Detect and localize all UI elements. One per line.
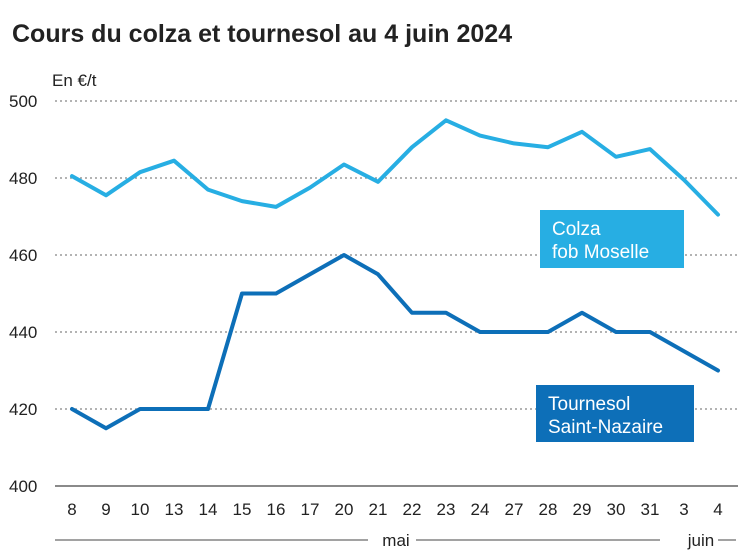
- month-label-juin: juin: [687, 531, 714, 550]
- x-tick-label: 3: [679, 500, 688, 519]
- x-tick-label: 16: [267, 500, 286, 519]
- x-tick-label: 8: [67, 500, 76, 519]
- chart-title: Cours du colza et tournesol au 4 juin 20…: [12, 20, 512, 48]
- x-tick-label: 21: [369, 500, 388, 519]
- series-label-text-colza: fob Moselle: [552, 242, 649, 263]
- x-tick-label: 20: [335, 500, 354, 519]
- y-tick-label-480: 480: [9, 169, 37, 188]
- month-label-mai: mai: [382, 531, 409, 550]
- x-tick-label: 4: [713, 500, 722, 519]
- series-label-text-colza: Colza: [552, 219, 601, 240]
- series-label-box-colza: [540, 210, 684, 268]
- y-tick-label-400: 400: [9, 477, 37, 496]
- x-tick-label: 23: [437, 500, 456, 519]
- y-tick-label-440: 440: [9, 323, 37, 342]
- x-tick-label: 13: [165, 500, 184, 519]
- series-group: [70, 118, 720, 431]
- series-label-box-tournesol: [536, 385, 694, 442]
- x-tick-label: 14: [199, 500, 218, 519]
- y-tick-label-420: 420: [9, 400, 37, 419]
- unit-label: En €/t: [52, 71, 97, 90]
- series-line-colza: [70, 118, 720, 217]
- x-axis: 8 9 10 13 14 15 16 17 20 21 22 23 24 27 28 29 30 31 3 4: [67, 500, 722, 519]
- x-tick-label: 31: [641, 500, 660, 519]
- x-tick-label: 10: [131, 500, 150, 519]
- gridlines: [55, 100, 738, 487]
- y-tick-label-460: 460: [9, 246, 37, 265]
- series-label-text-tournesol: Tournesol: [548, 394, 630, 415]
- series-line-tournesol: [70, 253, 720, 431]
- x-tick-label: 15: [233, 500, 252, 519]
- series-label-text-tournesol: Saint-Nazaire: [548, 417, 663, 438]
- x-tick-label: 9: [101, 500, 110, 519]
- x-tick-label: 28: [539, 500, 558, 519]
- x-tick-label: 29: [573, 500, 592, 519]
- month-axis: mai juin: [55, 531, 736, 550]
- x-tick-label: 17: [301, 500, 320, 519]
- x-tick-label: 22: [403, 500, 422, 519]
- x-tick-label: 27: [505, 500, 524, 519]
- x-tick-label: 30: [607, 500, 626, 519]
- y-axis: 400 420 440 460 480 500: [9, 92, 37, 496]
- y-tick-label-500: 500: [9, 92, 37, 111]
- x-tick-label: 24: [471, 500, 490, 519]
